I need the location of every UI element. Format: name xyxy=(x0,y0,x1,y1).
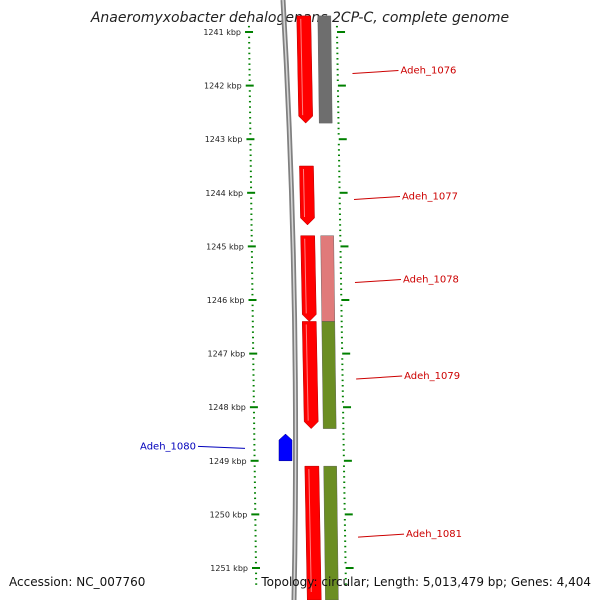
leader-line xyxy=(358,533,405,538)
feature-tracks xyxy=(278,15,339,600)
tick-label: 1243 kbp xyxy=(205,135,243,144)
backbone-inner xyxy=(282,0,297,600)
side-track-Adeh_1079 xyxy=(321,321,337,429)
leader-line xyxy=(356,375,403,380)
side-track-Adeh_1076 xyxy=(317,15,333,124)
cds-arrow-Adeh_1080 xyxy=(278,433,293,462)
side-track-Adeh_1078 xyxy=(320,235,335,322)
gene-label-Adeh_1079: Adeh_1079 xyxy=(404,371,460,382)
leader-line xyxy=(354,279,402,284)
tick-label: 1242 kbp xyxy=(204,82,242,91)
tick-label: 1248 kbp xyxy=(208,403,246,412)
leader-line xyxy=(353,195,401,200)
gene-label-Adeh_1080: Adeh_1080 xyxy=(140,441,196,452)
gene-label-Adeh_1081: Adeh_1081 xyxy=(406,529,462,540)
leader-line xyxy=(352,70,399,75)
backbone-ring xyxy=(280,0,299,600)
tick-label: 1244 kbp xyxy=(205,189,243,198)
cds-arrow-Adeh_1077 xyxy=(299,165,315,226)
gene-labels: Adeh_1076 Adeh_1077 Adeh_1078 Adeh_1079 Adeh… xyxy=(140,66,462,541)
tick-axis-right xyxy=(335,25,354,585)
topology-text: Topology: circular; Length: 5,013,479 bp… xyxy=(261,575,591,589)
cds-highlight xyxy=(300,18,304,116)
tick-label: 1249 kbp xyxy=(209,457,247,466)
tick-label: 1250 kbp xyxy=(210,510,248,519)
tick-label: 1246 kbp xyxy=(207,296,245,305)
cds-highlight xyxy=(308,469,312,593)
tick-label: 1247 kbp xyxy=(208,350,246,359)
cds-highlight xyxy=(302,168,306,217)
gene-label-Adeh_1077: Adeh_1077 xyxy=(402,191,458,202)
gene-label-Adeh_1076: Adeh_1076 xyxy=(400,66,456,77)
side-track-Adeh_1081 xyxy=(323,465,339,600)
accession-text: Accession: NC_007760 xyxy=(9,575,146,589)
tick-label: 1251 kbp xyxy=(210,564,248,573)
tick-label: 1241 kbp xyxy=(203,28,241,37)
gene-label-Adeh_1078: Adeh_1078 xyxy=(403,275,459,286)
tick-label: 1245 kbp xyxy=(206,242,244,251)
cds-arrow-Adeh_1078 xyxy=(300,235,317,322)
cds-arrow-Adeh_1079 xyxy=(301,321,319,429)
cds-arrow-Adeh_1076 xyxy=(296,15,313,124)
leader-line xyxy=(197,445,246,449)
cds-highlight xyxy=(305,324,309,421)
cds-highlight xyxy=(304,238,307,314)
tick-axis-left: 1241 kbp 1242 kbp 1243 kbp 1244 kbp 1245 kbp… xyxy=(203,25,260,585)
